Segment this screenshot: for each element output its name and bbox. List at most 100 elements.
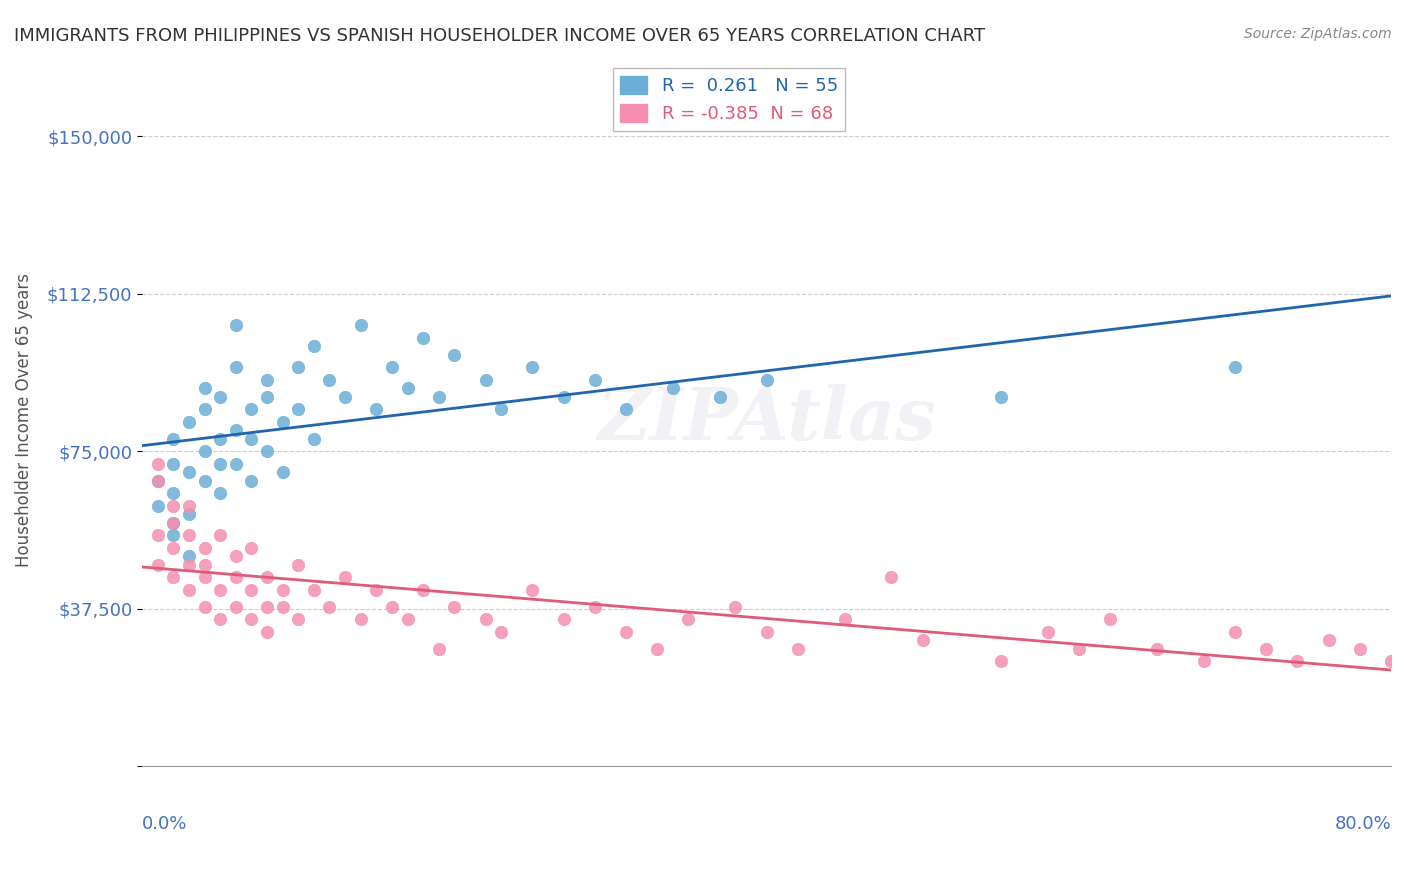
Point: [162, 570, 184, 584]
Point: [162, 541, 184, 555]
Point: [911, 633, 934, 648]
Point: [271, 465, 294, 479]
Point: [755, 373, 778, 387]
Point: [724, 599, 747, 614]
Point: [193, 381, 215, 395]
Point: [193, 558, 215, 572]
Point: [146, 528, 169, 542]
Point: [333, 390, 356, 404]
Point: [412, 582, 434, 597]
Point: [287, 558, 309, 572]
Point: [209, 612, 232, 626]
Point: [177, 508, 200, 522]
Point: [225, 360, 247, 375]
Point: [162, 457, 184, 471]
Point: [522, 582, 544, 597]
Point: [193, 599, 215, 614]
Point: [146, 499, 169, 513]
Point: [146, 474, 169, 488]
Point: [583, 373, 606, 387]
Text: 80.0%: 80.0%: [1334, 814, 1391, 833]
Point: [256, 373, 278, 387]
Point: [177, 528, 200, 542]
Point: [162, 486, 184, 500]
Point: [583, 599, 606, 614]
Point: [880, 570, 903, 584]
Point: [209, 582, 232, 597]
Point: [662, 381, 685, 395]
Point: [427, 641, 450, 656]
Point: [177, 465, 200, 479]
Point: [755, 624, 778, 639]
Point: [1256, 641, 1278, 656]
Point: [318, 373, 340, 387]
Point: [271, 599, 294, 614]
Point: [209, 432, 232, 446]
Point: [209, 457, 232, 471]
Point: [162, 516, 184, 530]
Point: [1379, 654, 1402, 668]
Point: [990, 390, 1012, 404]
Point: [474, 612, 496, 626]
Point: [193, 402, 215, 417]
Point: [645, 641, 668, 656]
Point: [1223, 360, 1246, 375]
Point: [240, 474, 263, 488]
Point: [1098, 612, 1121, 626]
Point: [271, 582, 294, 597]
Point: [256, 444, 278, 458]
Point: [443, 348, 465, 362]
Text: Source: ZipAtlas.com: Source: ZipAtlas.com: [1244, 27, 1392, 41]
Point: [240, 402, 263, 417]
Point: [1286, 654, 1309, 668]
Point: [678, 612, 700, 626]
Point: [177, 558, 200, 572]
Point: [193, 541, 215, 555]
Point: [162, 516, 184, 530]
Point: [366, 582, 388, 597]
Point: [522, 360, 544, 375]
Point: [256, 624, 278, 639]
Point: [834, 612, 856, 626]
Point: [350, 318, 373, 333]
Point: [240, 432, 263, 446]
Point: [271, 415, 294, 429]
Point: [177, 415, 200, 429]
Point: [443, 599, 465, 614]
Point: [193, 570, 215, 584]
Point: [240, 612, 263, 626]
Point: [1067, 641, 1090, 656]
Point: [1317, 633, 1340, 648]
Point: [287, 612, 309, 626]
Point: [1146, 641, 1168, 656]
Point: [614, 624, 637, 639]
Point: [177, 582, 200, 597]
Point: [193, 474, 215, 488]
Point: [256, 570, 278, 584]
Point: [1223, 624, 1246, 639]
Point: [1348, 641, 1371, 656]
Point: [614, 402, 637, 417]
Point: [209, 528, 232, 542]
Point: [553, 612, 575, 626]
Point: [209, 486, 232, 500]
Point: [381, 599, 404, 614]
Point: [209, 390, 232, 404]
Point: [256, 390, 278, 404]
Point: [162, 499, 184, 513]
Point: [412, 331, 434, 345]
Point: [225, 457, 247, 471]
Point: [302, 339, 325, 353]
Point: [474, 373, 496, 387]
Point: [786, 641, 808, 656]
Point: [381, 360, 404, 375]
Point: [302, 432, 325, 446]
Point: [162, 432, 184, 446]
Point: [1036, 624, 1059, 639]
Point: [225, 318, 247, 333]
Point: [1192, 654, 1215, 668]
Point: [489, 624, 512, 639]
Point: [225, 599, 247, 614]
Point: [396, 381, 419, 395]
Point: [177, 549, 200, 564]
